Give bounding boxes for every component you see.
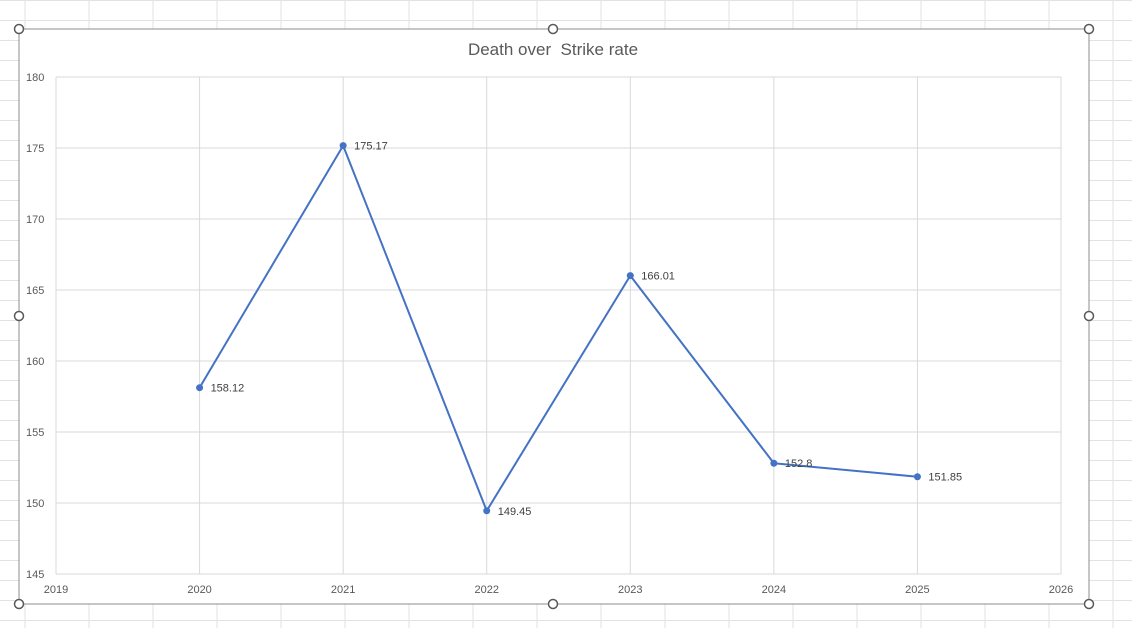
data-label: 149.45	[498, 506, 532, 518]
resize-handle[interactable]	[1083, 23, 1095, 35]
x-tick-label: 2022	[474, 584, 498, 596]
data-label: 175.17	[354, 141, 388, 153]
y-tick-label: 175	[26, 143, 44, 155]
resize-handle[interactable]	[1083, 598, 1095, 610]
y-tick-label: 170	[26, 214, 44, 226]
data-label: 158.12	[211, 383, 245, 395]
resize-handle[interactable]	[547, 598, 559, 610]
data-label: 166.01	[641, 271, 675, 283]
x-tick-label: 2019	[44, 584, 68, 596]
x-tick-label: 2025	[905, 584, 929, 596]
data-label: 152.8	[785, 458, 813, 470]
data-label: 151.85	[928, 472, 962, 484]
series-layer	[196, 142, 921, 515]
x-tick-label: 2023	[618, 584, 642, 596]
resize-handle[interactable]	[1083, 310, 1095, 322]
data-point[interactable]	[770, 459, 778, 467]
y-tick-label: 145	[26, 569, 44, 581]
data-labels: 158.12 175.17 149.45 166.01 152.8 151.85	[211, 141, 963, 518]
series-line[interactable]	[198, 144, 918, 512]
resize-handle[interactable]	[13, 598, 25, 610]
y-axis-ticks: 145 150 155 160 165 170 175 180	[26, 72, 44, 581]
data-point[interactable]	[913, 473, 921, 481]
y-tick-label: 180	[26, 72, 44, 84]
chart-title: Death over Strike rate	[468, 40, 638, 59]
data-point[interactable]	[196, 384, 204, 392]
x-tick-label: 2020	[187, 584, 211, 596]
resize-handles[interactable]	[13, 23, 1095, 610]
y-tick-label: 160	[26, 356, 44, 368]
y-tick-label: 150	[26, 498, 44, 510]
x-tick-label: 2024	[762, 584, 786, 596]
data-point[interactable]	[626, 272, 634, 280]
resize-handle[interactable]	[13, 310, 25, 322]
gridlines	[55, 76, 1062, 575]
x-tick-label: 2021	[331, 584, 355, 596]
data-point[interactable]	[483, 507, 491, 515]
resize-handle[interactable]	[13, 23, 25, 35]
y-tick-label: 155	[26, 427, 44, 439]
x-tick-label: 2026	[1049, 584, 1073, 596]
y-tick-label: 165	[26, 285, 44, 297]
data-point[interactable]	[339, 142, 347, 150]
chart-area[interactable]	[18, 28, 1090, 605]
resize-handle[interactable]	[547, 23, 559, 35]
x-axis-ticks: 2019 2020 2021 2022 2023 2024 2025 2026	[44, 584, 1073, 596]
